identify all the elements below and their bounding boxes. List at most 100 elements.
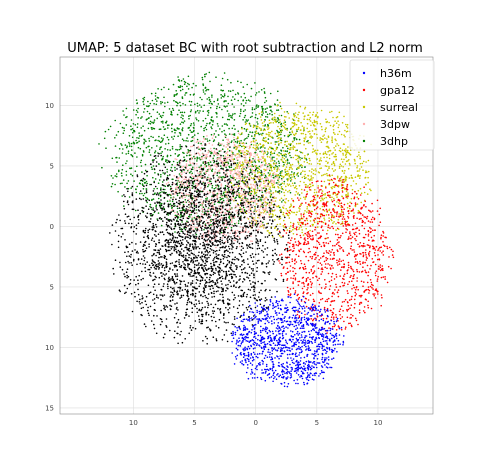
- point-gpa12: [343, 208, 345, 210]
- point-h36m: [271, 352, 274, 355]
- point-gpa12: [324, 279, 326, 281]
- point-gpa12: [341, 301, 344, 303]
- point-h36m: [326, 321, 329, 323]
- point-3dpw: [267, 178, 270, 180]
- point-gpa12: [316, 279, 319, 282]
- point-surreal: [268, 231, 271, 234]
- point-gpa12: [308, 247, 310, 250]
- point-3dhp: [233, 119, 236, 121]
- point-3dhp: [214, 136, 217, 138]
- point-h36m: [280, 308, 282, 311]
- point-3dhp: [220, 198, 222, 200]
- point-surreal: [298, 142, 300, 145]
- point-gpa12: [333, 293, 336, 295]
- point-3dhp: [152, 108, 155, 111]
- point-3dhp: [245, 119, 247, 121]
- point-h36m: [306, 323, 308, 326]
- point-3dhp: [208, 96, 210, 99]
- point-surreal: [268, 133, 270, 136]
- point-3dhp: [223, 72, 226, 74]
- point-h36m: [327, 359, 330, 361]
- point-3dhp: [169, 185, 172, 188]
- point-gpa12: [332, 181, 335, 184]
- point-h36m: [290, 374, 292, 377]
- point-3dhp: [148, 140, 151, 142]
- point-surreal: [264, 159, 267, 161]
- point-gpa12: [317, 180, 319, 182]
- point-surreal: [356, 166, 358, 169]
- point-surreal: [311, 151, 314, 153]
- point-surreal: [340, 210, 343, 212]
- point-3dhp: [289, 191, 292, 194]
- point-h36m: [328, 347, 331, 349]
- point-surreal: [269, 172, 271, 175]
- point-3dhp: [263, 87, 265, 90]
- point-surreal: [332, 129, 335, 131]
- point-h36m: [311, 378, 314, 381]
- point-3dhp: [136, 111, 139, 113]
- point-3dhp: [190, 109, 193, 111]
- point-3dhp: [206, 140, 209, 142]
- point-gpa12: [323, 252, 325, 254]
- point-surreal: [316, 158, 319, 160]
- point-gpa12: [346, 186, 348, 188]
- point-3dhp: [264, 124, 267, 126]
- point-h36m: [282, 321, 284, 323]
- point-h36m: [286, 353, 289, 356]
- point-h36m: [236, 348, 239, 351]
- point-3dhp: [146, 118, 148, 120]
- point-h36m: [244, 346, 246, 349]
- point-h36m: [249, 362, 252, 365]
- point-gpa12: [324, 266, 327, 269]
- point-h36m: [256, 376, 259, 379]
- point-h36m: [291, 330, 294, 333]
- point-3dhp: [153, 193, 156, 195]
- point-3dhp: [176, 194, 179, 197]
- point-gpa12: [297, 310, 299, 313]
- point-surreal: [300, 226, 303, 228]
- point-surreal: [278, 181, 280, 183]
- point-surreal: [273, 163, 275, 165]
- point-gpa12: [358, 271, 361, 273]
- point-h36m: [281, 298, 283, 301]
- point-gpa12: [331, 313, 334, 316]
- point-gpa12: [321, 192, 323, 194]
- point-3dhp: [216, 116, 218, 118]
- point-surreal: [338, 111, 341, 114]
- point-3dhp: [240, 103, 243, 105]
- point-gpa12: [336, 261, 338, 264]
- point-gpa12: [353, 197, 356, 200]
- point-gpa12: [338, 310, 341, 313]
- point-h36m: [291, 368, 293, 371]
- point-surreal: [305, 147, 307, 150]
- point-gpa12: [386, 281, 389, 284]
- point-surreal: [261, 139, 264, 141]
- point-3dpw: [267, 211, 270, 214]
- point-3dhp: [228, 113, 230, 115]
- point-3dhp: [280, 183, 282, 185]
- point-h36m: [241, 334, 243, 337]
- point-gpa12: [331, 216, 333, 219]
- point-surreal: [309, 136, 311, 138]
- point-surreal: [256, 146, 258, 148]
- point-3dhp: [118, 148, 121, 150]
- point-surreal: [351, 176, 353, 179]
- point-3dhp: [215, 76, 217, 78]
- point-h36m: [338, 327, 341, 330]
- point-gpa12: [334, 178, 337, 180]
- point-3dhp: [116, 161, 118, 163]
- point-3dhp: [226, 105, 228, 107]
- point-h36m: [295, 382, 297, 385]
- point-3dhp: [208, 139, 211, 142]
- point-3dhp: [146, 174, 148, 177]
- point-h36m: [279, 304, 282, 307]
- point-3dhp: [215, 184, 217, 187]
- point-surreal: [255, 219, 257, 222]
- point-gpa12: [370, 218, 373, 221]
- point-gpa12: [302, 291, 305, 293]
- point-gpa12: [332, 227, 335, 230]
- point-3dhp: [128, 141, 130, 144]
- point-gpa12: [392, 256, 395, 259]
- point-3dhp: [141, 155, 144, 157]
- point-surreal: [236, 147, 238, 149]
